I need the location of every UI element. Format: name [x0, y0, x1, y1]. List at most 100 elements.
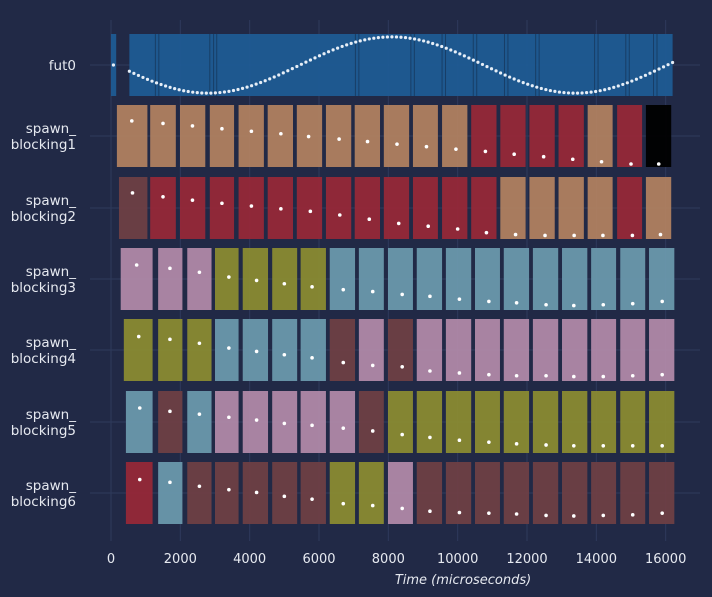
x-tick-0: 0	[107, 552, 115, 567]
fut0-curve-point-62	[408, 36, 412, 40]
fut0-curve-point-9	[168, 85, 172, 90]
fut0-curve-point-35	[286, 69, 290, 73]
bar-spawn_blocking6-10	[416, 462, 443, 524]
bar-spawn_blocking5-12	[475, 391, 500, 453]
bar-spawn_blocking3-0	[120, 248, 153, 310]
dot-spawn_blocking2-11	[455, 227, 460, 231]
fut0-curve-point-20	[218, 90, 222, 95]
dot-spawn_blocking3-18	[660, 299, 664, 304]
fut0-curve-point-18	[209, 91, 213, 95]
dot-spawn_blocking5-3	[227, 415, 231, 420]
bar-fut0-23	[653, 34, 657, 96]
fut0-curve-point-48	[345, 43, 349, 47]
dot-spawn_blocking1-5	[279, 131, 283, 136]
bar-spawn_blocking2-14	[529, 177, 555, 239]
bar-spawn_blocking6-1	[158, 462, 183, 524]
bar-spawn_blocking4-13	[503, 319, 530, 381]
fut0-curve-point-83	[503, 73, 507, 77]
bar-spawn_blocking4-11	[445, 319, 472, 381]
fut0-curve-point-33	[277, 73, 281, 77]
dot-spawn_blocking6-16	[601, 513, 606, 518]
bar-spawn_blocking6-11	[445, 462, 472, 524]
dot-spawn_blocking1-0	[130, 119, 134, 123]
fut0-curve-point-51	[358, 39, 362, 43]
bar-spawn_blocking4-9	[387, 319, 413, 381]
dot-spawn_blocking4-1	[168, 337, 172, 342]
dot-spawn_blocking2-15	[572, 233, 576, 238]
bar-spawn_blocking3-15	[562, 248, 588, 310]
bar-fut0-24	[657, 34, 673, 96]
bar-fut0-5	[213, 34, 217, 96]
bar-fut0-13	[473, 34, 477, 96]
fut0-curve-point-71	[449, 48, 453, 52]
dot-spawn_blocking4-10	[428, 369, 432, 373]
row-label-spawn_blocking6-1: blocking6	[11, 494, 76, 510]
dot-spawn_blocking1-7	[337, 137, 341, 141]
fut0-curve-point-30	[263, 79, 267, 83]
bar-spawn_blocking4-5	[272, 319, 298, 381]
dot-spawn_blocking4-9	[400, 365, 405, 369]
fut0-curve-point-26	[245, 85, 249, 89]
bar-spawn_blocking6-9	[387, 462, 413, 524]
x-tick-2: 4000	[233, 552, 266, 567]
bar-fut0-6	[216, 34, 356, 96]
dot-spawn_blocking4-0	[136, 334, 141, 339]
bar-spawn_blocking5-4	[242, 391, 269, 453]
bar-spawn_blocking4-16	[591, 319, 617, 381]
bar-spawn_blocking2-13	[500, 177, 526, 239]
row-label-spawn_blocking4-1: blocking4	[11, 351, 76, 367]
fut0-curve-point-97	[566, 91, 571, 95]
dot-spawn_blocking2-13	[513, 232, 518, 237]
x-tick-4: 8000	[372, 552, 405, 567]
fut0-curve-point-102	[589, 90, 593, 94]
dot-spawn_blocking1-11	[454, 147, 458, 151]
fut0-curve-point-56	[381, 35, 385, 39]
fut0-curve-point-65	[422, 39, 426, 43]
x-tick-5: 10000	[437, 552, 478, 567]
dot-spawn_blocking3-8	[370, 289, 375, 294]
bar-spawn_blocking3-7	[329, 248, 356, 310]
dot-spawn_blocking6-17	[630, 513, 635, 517]
fut0-curve-point-116	[652, 69, 657, 73]
dot-spawn_blocking1-4	[249, 129, 254, 134]
dot-spawn_blocking2-9	[396, 221, 401, 226]
fut0-curve-point-101	[584, 91, 589, 95]
bar-spawn_blocking2-1	[150, 177, 176, 239]
fut0-curve-point-39	[304, 60, 308, 64]
bar-spawn_blocking5-6	[300, 391, 326, 453]
dot-spawn_blocking5-14	[544, 443, 548, 447]
dot-spawn_blocking3-12	[487, 299, 491, 304]
bar-spawn_blocking4-1	[158, 319, 183, 381]
fut0-curve-point-45	[331, 48, 335, 52]
bar-spawn_blocking5-3	[215, 391, 239, 453]
fut0-curve-point-34	[281, 71, 285, 75]
bar-fut0-19	[594, 34, 599, 96]
bar-spawn_blocking1-16	[587, 105, 613, 167]
bar-spawn_blocking6-14	[532, 462, 559, 524]
dot-spawn_blocking6-1	[168, 480, 172, 485]
bar-spawn_blocking1-8	[354, 105, 381, 167]
bar-fut0-15	[504, 34, 508, 96]
fut0-curve-point-104	[598, 89, 602, 93]
fut0-curve-point-80	[489, 67, 494, 71]
row-label-spawn_blocking6-0: spawn_	[26, 478, 76, 494]
dot-spawn_blocking6-13	[514, 512, 519, 516]
bar-spawn_blocking4-15	[562, 319, 588, 381]
bar-fut0-3	[158, 34, 210, 96]
row-label-spawn_blocking1-1: blocking1	[11, 137, 76, 153]
bar-spawn_blocking2-17	[617, 177, 643, 239]
fut0-curve-point-114	[643, 73, 648, 77]
dot-spawn_blocking1-3	[220, 126, 224, 131]
dot-spawn_blocking6-6	[310, 497, 314, 501]
bar-fut0-22	[629, 34, 654, 96]
fut0-curve-point-57	[385, 35, 390, 39]
dot-spawn_blocking5-11	[457, 438, 462, 443]
dot-spawn_blocking2-10	[426, 224, 431, 228]
fut0-curve-point-76	[471, 58, 476, 62]
bar-fut0-8	[358, 34, 411, 96]
fut0-curve-point-77	[476, 60, 480, 64]
bar-spawn_blocking6-3	[215, 462, 239, 524]
fut0-curve-point-75	[467, 56, 471, 60]
dot-spawn_blocking2-2	[190, 198, 195, 202]
bar-spawn_blocking1-4	[238, 105, 264, 167]
